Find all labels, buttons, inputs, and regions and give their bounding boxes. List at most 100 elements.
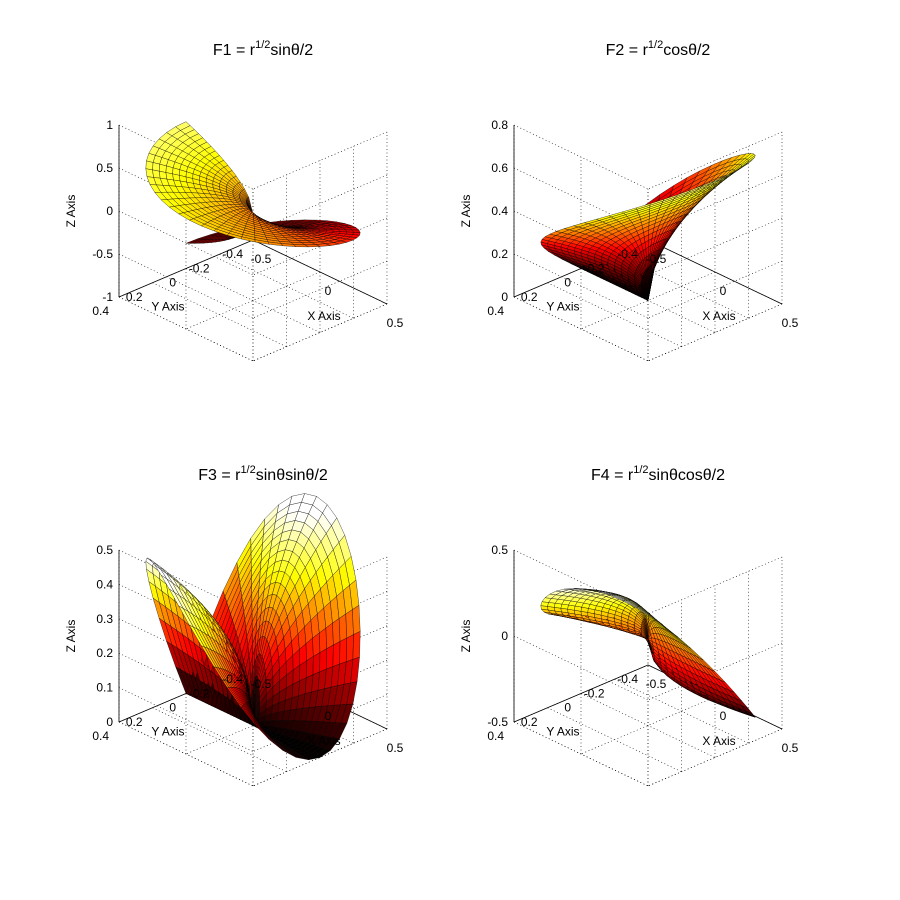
surface-f3 — [145, 493, 361, 760]
surface-patch — [338, 613, 347, 642]
y-tick-label: 0.2 — [126, 290, 143, 304]
subplot-f2: 0 0.2 0.4 0.6 0.8 -0.4 -0.2 0 0.2 0.4 -0.5 0 0.5 Z Ax… — [459, 39, 799, 362]
y-tick-label: 0 — [169, 276, 176, 290]
x-axis-label: X Axis — [702, 309, 735, 323]
y-tick-label: 0.4 — [92, 729, 109, 743]
z-tick-label: 0 — [106, 204, 113, 218]
y-tick-label: 0 — [169, 701, 176, 715]
x-axis-line — [647, 239, 783, 305]
wall-grid-line — [513, 167, 649, 233]
subplot-f3: 0 0.1 0.2 0.3 0.4 0.5 -0.4 -0.2 0 0.2 0.4 -0.5 0 0.5 Z… — [64, 464, 404, 787]
z-axis-label: Z Axis — [64, 195, 78, 228]
y-tick-label: 0.2 — [521, 715, 538, 729]
x-tick-label: -0.5 — [251, 252, 272, 266]
z-tick-label: 0.6 — [491, 161, 508, 175]
surface-patch — [332, 641, 341, 667]
surface-patch — [346, 634, 354, 662]
x-tick-label: 0.5 — [387, 316, 404, 330]
subplot-f1: -1 -0.5 0 0.5 1 -0.4 -0.2 0 0.2 0.4 -0.5 0 0.5 Z Axis… — [64, 39, 404, 362]
x-tick-label: 0 — [720, 709, 727, 723]
floor-grid-line — [152, 707, 287, 773]
tick-labels: -1 -0.5 0 0.5 1 -0.4 -0.2 0 0.2 0.4 -0.5 0 0.5 — [92, 118, 403, 330]
wall-grid-line — [118, 296, 254, 362]
surface-f4 — [540, 588, 756, 718]
z-tick-label: 0.5 — [491, 543, 508, 557]
z-tick-label: 0.4 — [96, 577, 113, 591]
y-tick-label: 0 — [564, 276, 571, 290]
z-tick-label: 0 — [501, 629, 508, 643]
tick-labels: 0 0.1 0.2 0.3 0.4 0.5 -0.4 -0.2 0 0.2 0.4 -0.5 0 0.5 — [92, 543, 403, 755]
y-axis-label: Y Axis — [151, 725, 184, 739]
y-tick-label: -0.4 — [222, 247, 243, 261]
z-tick-label: 0 — [501, 290, 508, 304]
surface-patch — [345, 609, 354, 639]
tick-labels: 0 0.2 0.4 0.6 0.8 -0.4 -0.2 0 0.2 0.4 -0.5 0 0.5 — [487, 118, 798, 330]
x-tick-label: 0 — [325, 284, 332, 298]
wall-grid-line — [118, 210, 254, 276]
y-tick-label: 0.4 — [92, 304, 109, 318]
surface-patch — [352, 604, 361, 635]
subplot-title: F2 = r1/2cosθ/2 — [606, 39, 711, 59]
z-axis-label: Z Axis — [64, 620, 78, 653]
y-tick-label: 0.4 — [487, 304, 504, 318]
z-tick-label: 0.2 — [96, 646, 113, 660]
z-tick-label: 0.2 — [491, 247, 508, 261]
x-axis-line — [252, 239, 388, 305]
surface-patch — [339, 231, 348, 235]
surface-patch — [332, 618, 341, 646]
z-tick-label: 0.5 — [96, 543, 113, 557]
y-axis-line — [513, 664, 649, 723]
x-tick-label: 0 — [325, 709, 332, 723]
surface-patch — [319, 648, 327, 673]
y-tick-label: 0.2 — [521, 290, 538, 304]
surface-patch — [747, 713, 756, 718]
subplot-title: F3 = r1/2sinθsinθ/2 — [198, 464, 328, 484]
surface-patch — [352, 631, 361, 660]
floor-grid-line — [547, 282, 682, 348]
z-tick-label: 0.8 — [491, 118, 508, 132]
surface-patch — [346, 231, 354, 235]
floor-grid-line — [547, 707, 682, 773]
surface-f2 — [540, 153, 756, 301]
wall-grid-line — [118, 687, 254, 752]
surface-patch — [326, 644, 334, 670]
surface-patch — [145, 160, 154, 171]
y-axis-label: Y Axis — [546, 300, 579, 314]
y-tick-label: -0.4 — [617, 247, 638, 261]
surface-patch — [247, 197, 254, 215]
y-tick-label: -0.2 — [584, 686, 605, 700]
y-tick-label: 0.2 — [126, 715, 143, 729]
z-tick-label: 1 — [106, 118, 113, 132]
x-tick-label: 0.5 — [782, 316, 799, 330]
z-tick-label: 0.1 — [96, 681, 113, 695]
y-tick-label: -0.2 — [189, 686, 210, 700]
x-tick-label: -0.5 — [251, 677, 272, 691]
y-axis-label: Y Axis — [546, 725, 579, 739]
surface-patch — [152, 162, 160, 172]
y-tick-label: -0.2 — [584, 261, 605, 275]
subplot-title: F1 = r1/2sinθ/2 — [213, 39, 313, 59]
surface-patch — [350, 656, 360, 684]
axes-grid — [513, 549, 783, 787]
wall-grid-line — [513, 635, 649, 701]
x-axis-label: X Axis — [702, 734, 735, 748]
wall-grid-line — [513, 253, 649, 319]
x-axis-label: X Axis — [307, 734, 340, 748]
y-axis-label: Y Axis — [151, 300, 184, 314]
surface-patch — [747, 154, 756, 163]
wall-grid-line — [118, 721, 254, 787]
wall-grid-line — [513, 124, 649, 190]
z-tick-label: -0.5 — [487, 715, 508, 729]
wall-grid-line — [118, 549, 254, 615]
surface-patch — [339, 637, 347, 665]
z-tick-label: 0.5 — [96, 161, 113, 175]
x-tick-label: 0.5 — [387, 741, 404, 755]
subplot-title: F4 = r1/2sinθcosθ/2 — [591, 464, 725, 484]
z-tick-label: 0 — [106, 715, 113, 729]
y-tick-label: 0 — [564, 701, 571, 715]
x-axis-label: X Axis — [307, 309, 340, 323]
floor-grid-line — [152, 282, 287, 348]
y-tick-label: 0.4 — [487, 729, 504, 743]
